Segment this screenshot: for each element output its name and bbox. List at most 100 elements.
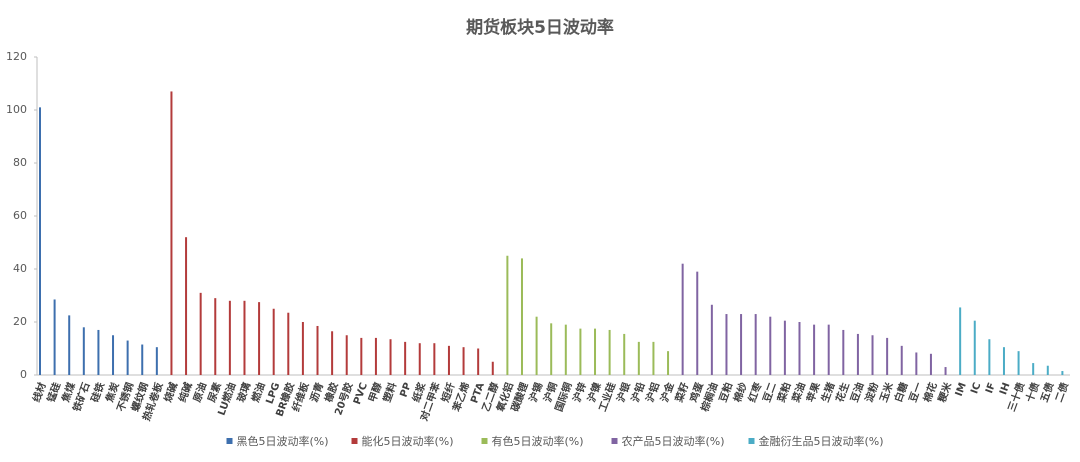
y-tick-label: 0 — [20, 368, 27, 381]
bar — [886, 337, 889, 375]
x-tick-label: 菜油 — [789, 381, 808, 405]
x-tick-label: 菜粕 — [774, 381, 793, 405]
bar — [112, 335, 115, 375]
bar — [447, 345, 450, 375]
legend-marker — [481, 438, 488, 444]
bar — [520, 258, 523, 375]
bar — [301, 322, 304, 375]
bar — [608, 329, 611, 375]
bar — [170, 91, 173, 375]
bar — [623, 333, 626, 375]
bar — [725, 314, 728, 375]
legend-label: 能化5日波动率(%) — [362, 434, 454, 448]
bar — [710, 304, 713, 375]
bar — [1017, 351, 1020, 375]
bar — [199, 292, 202, 375]
x-tick-label: PP — [398, 381, 413, 399]
legend-label: 金融衍生品5日波动率(%) — [759, 434, 884, 448]
legend-label: 黑色5日波动率(%) — [237, 434, 329, 448]
bar — [959, 307, 962, 375]
bar — [360, 337, 363, 375]
bar — [535, 316, 538, 375]
bar — [126, 340, 129, 375]
bar — [1032, 363, 1035, 375]
legend-label: 有色5日波动率(%) — [492, 434, 584, 448]
bar — [287, 312, 290, 375]
bar — [550, 323, 553, 375]
x-tick-label: IM — [954, 381, 969, 398]
bar — [243, 300, 246, 375]
x-tick-label: 塑料 — [380, 381, 399, 404]
bar — [228, 300, 231, 375]
bar — [418, 343, 421, 375]
bar — [68, 315, 71, 375]
bar — [331, 331, 334, 375]
bar — [185, 237, 188, 375]
bar — [506, 255, 509, 375]
x-tick-label: IF — [984, 381, 998, 395]
bar — [345, 335, 348, 375]
bar — [404, 341, 407, 375]
x-tick-label: 粳米 — [935, 380, 955, 405]
bar — [491, 361, 494, 375]
bar — [988, 339, 991, 375]
bar — [579, 328, 582, 375]
bar — [1061, 371, 1064, 375]
x-tick-label: IC — [969, 381, 983, 395]
bar — [97, 329, 100, 375]
bar — [155, 347, 158, 375]
bar — [681, 263, 684, 375]
y-tick-label: 100 — [6, 103, 27, 116]
bar — [39, 107, 41, 375]
bar — [53, 299, 56, 375]
legend-marker — [351, 438, 358, 444]
bar — [141, 344, 144, 375]
bar — [944, 367, 947, 375]
y-tick-label: 80 — [13, 156, 27, 169]
bar — [915, 352, 918, 375]
bar — [652, 341, 655, 375]
x-tick-label: 菜籽 — [672, 381, 691, 405]
bar — [389, 339, 392, 375]
y-tick-label: 120 — [6, 50, 27, 63]
bar — [1046, 365, 1049, 375]
bar — [214, 298, 217, 375]
legend-label: 农产品5日波动率(%) — [622, 434, 725, 448]
bar — [900, 345, 903, 375]
bar — [272, 308, 275, 375]
bar — [696, 271, 699, 375]
bar — [667, 351, 670, 375]
bar — [813, 324, 816, 375]
bar — [973, 320, 976, 375]
bar — [842, 329, 845, 375]
chart-title: 期货板块5日波动率 — [466, 17, 614, 38]
bar — [82, 327, 85, 375]
x-tick-label: 二债 — [1052, 381, 1071, 404]
bar — [477, 348, 480, 375]
bar — [462, 347, 465, 375]
bar — [740, 314, 743, 375]
bar — [316, 325, 319, 375]
bar — [856, 333, 859, 375]
bar — [798, 322, 801, 375]
bar — [827, 324, 830, 375]
bar — [564, 324, 567, 375]
x-tick-label: IH — [998, 381, 1012, 396]
bar — [871, 335, 874, 375]
legend-marker — [226, 438, 233, 444]
legend-marker — [748, 438, 755, 444]
bar — [374, 337, 377, 375]
y-tick-label: 60 — [13, 209, 27, 222]
bar — [1002, 347, 1005, 375]
bar — [594, 328, 597, 375]
y-tick-label: 40 — [13, 262, 27, 275]
bar — [754, 314, 757, 375]
bar — [637, 341, 640, 375]
bar — [433, 343, 436, 375]
bar — [769, 316, 772, 375]
y-tick-label: 20 — [13, 315, 27, 328]
bar — [783, 320, 786, 375]
bar — [929, 353, 932, 375]
bar — [258, 302, 261, 375]
